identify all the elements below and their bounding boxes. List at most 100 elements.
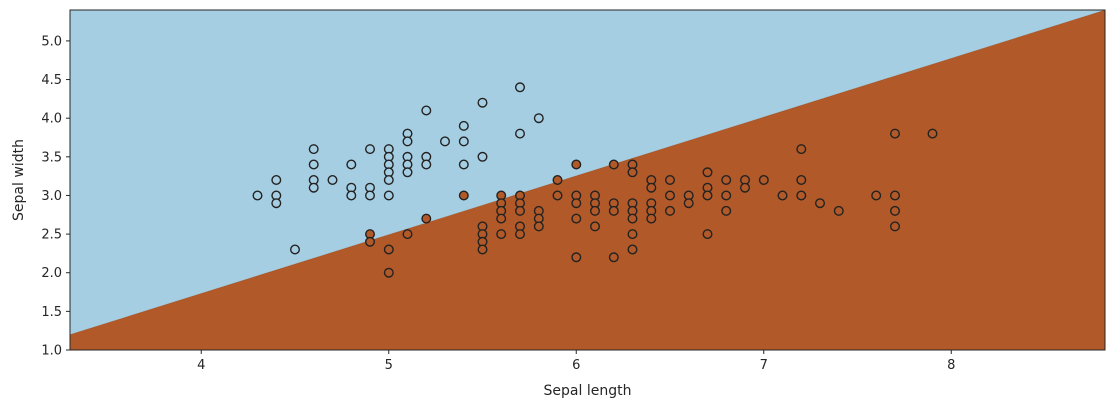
data-point	[496, 229, 507, 240]
data-point	[308, 144, 319, 155]
data-point	[515, 229, 526, 240]
data-point	[608, 205, 619, 216]
x-tick-label: 5	[385, 358, 393, 373]
data-point	[608, 252, 619, 263]
data-point	[571, 213, 582, 224]
data-point	[421, 213, 432, 224]
data-point	[327, 174, 338, 185]
data-point	[552, 174, 563, 185]
y-tick-label: 5.0	[41, 34, 62, 49]
data-point	[421, 159, 432, 170]
data-point	[308, 159, 319, 170]
data-point	[515, 205, 526, 216]
data-point	[383, 244, 394, 255]
data-point	[515, 82, 526, 93]
lower-right-region	[70, 10, 1105, 350]
data-point	[665, 190, 676, 201]
data-point	[608, 159, 619, 170]
data-point	[796, 190, 807, 201]
data-point	[590, 205, 601, 216]
data-point	[702, 229, 713, 240]
data-point	[365, 236, 376, 247]
x-tick-label: 6	[572, 358, 580, 373]
data-point	[383, 190, 394, 201]
data-point	[365, 144, 376, 155]
data-point	[477, 97, 488, 108]
data-point	[402, 136, 413, 147]
data-point	[571, 159, 582, 170]
data-point	[477, 151, 488, 162]
x-tick-label: 8	[947, 358, 955, 373]
data-point	[590, 221, 601, 232]
data-point	[890, 221, 901, 232]
y-tick-label: 1.0	[41, 344, 62, 359]
y-tick-label: 1.5	[41, 305, 62, 320]
data-point	[402, 229, 413, 240]
data-point	[252, 190, 263, 201]
data-point	[552, 190, 563, 201]
x-axis-label: Sepal length	[544, 383, 632, 399]
data-point	[290, 244, 301, 255]
data-point	[346, 159, 357, 170]
data-point	[477, 244, 488, 255]
y-axis-label: Sepal width	[11, 139, 27, 221]
data-point	[796, 174, 807, 185]
data-point	[646, 182, 657, 193]
data-point	[458, 136, 469, 147]
data-point	[702, 167, 713, 178]
data-point	[458, 159, 469, 170]
data-point	[890, 190, 901, 201]
data-point	[665, 205, 676, 216]
y-tick-label: 3.0	[41, 189, 62, 204]
x-axis: 4 5 6 7 8	[197, 350, 955, 373]
data-point	[533, 221, 544, 232]
plot-frame	[69, 9, 1106, 351]
data-point	[777, 190, 788, 201]
data-point	[627, 167, 638, 178]
data-point	[365, 190, 376, 201]
data-point	[740, 182, 751, 193]
data-point	[890, 205, 901, 216]
data-point	[796, 144, 807, 155]
plot-area	[69, 9, 1106, 350]
data-point	[515, 128, 526, 139]
data-point	[721, 205, 732, 216]
x-tick-label: 4	[197, 358, 205, 373]
data-point	[533, 113, 544, 124]
data-point	[702, 190, 713, 201]
y-tick-label: 2.5	[41, 228, 62, 243]
data-point	[646, 213, 657, 224]
y-tick-label: 4.5	[41, 73, 62, 88]
data-point	[308, 182, 319, 193]
data-point	[383, 267, 394, 278]
decision-boundary	[69, 9, 1106, 336]
data-point	[496, 213, 507, 224]
data-point	[721, 190, 732, 201]
data-point	[440, 136, 451, 147]
data-point	[346, 190, 357, 201]
data-point	[927, 128, 938, 139]
data-point	[815, 198, 826, 209]
data-point	[627, 213, 638, 224]
data-point	[627, 229, 638, 240]
y-tick-label: 4.0	[41, 112, 62, 127]
data-point	[683, 198, 694, 209]
data-point	[871, 190, 882, 201]
data-point	[571, 198, 582, 209]
data-point	[271, 198, 282, 209]
data-point	[758, 174, 769, 185]
data-point	[890, 128, 901, 139]
y-tick-label: 2.0	[41, 266, 62, 281]
data-points	[252, 82, 938, 278]
data-point	[421, 105, 432, 116]
data-point	[458, 120, 469, 131]
data-point	[383, 174, 394, 185]
data-point	[627, 244, 638, 255]
y-axis: 1.0 1.5 2.0 2.5 3.0 3.5 4.0 4.5 5.0	[41, 34, 70, 359]
data-point	[458, 190, 469, 201]
data-point	[665, 174, 676, 185]
data-point	[571, 252, 582, 263]
data-point	[271, 174, 282, 185]
data-point	[721, 174, 732, 185]
